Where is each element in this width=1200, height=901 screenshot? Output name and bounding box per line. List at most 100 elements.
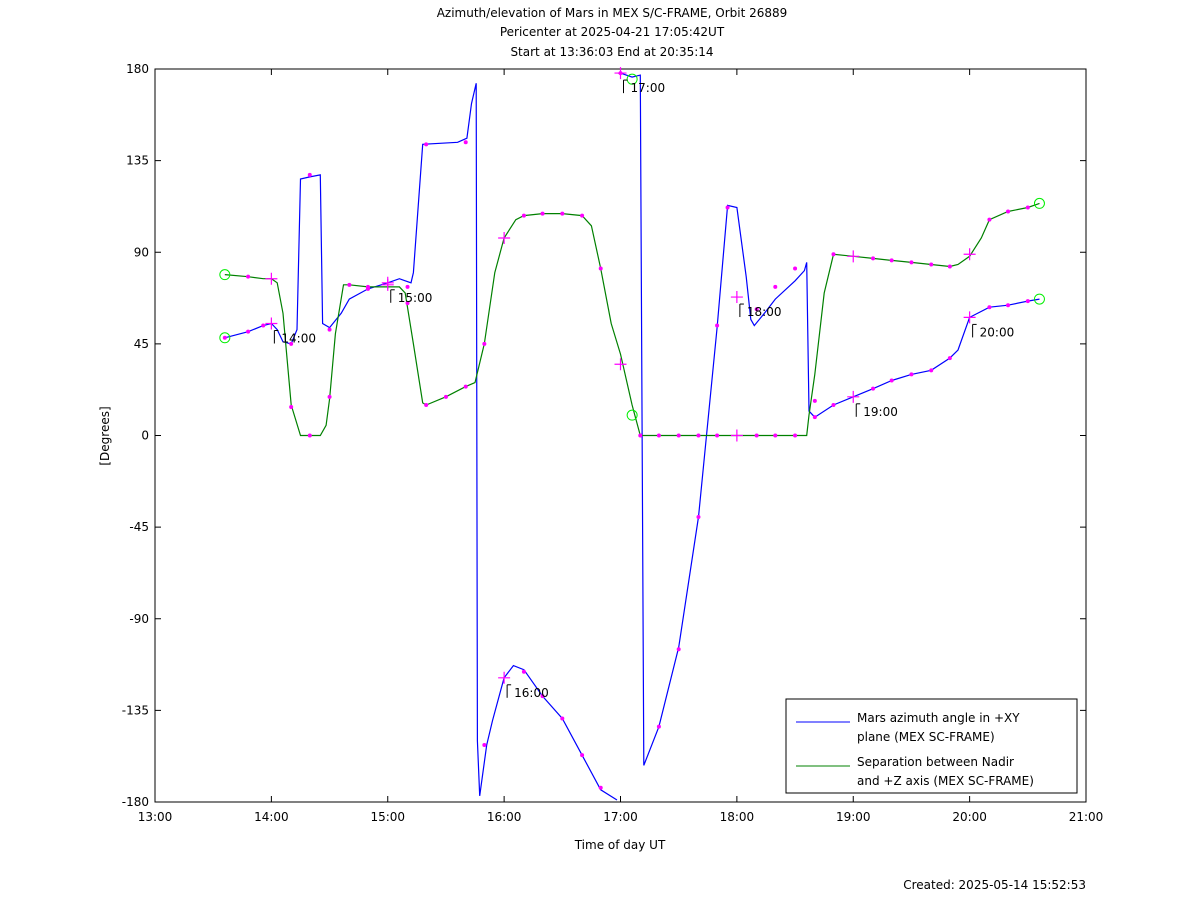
data-point-separation xyxy=(793,433,798,438)
annotation-layer: 14:00 15:00 16:00 17:00 18:00 19:00 20:00 xyxy=(219,73,1045,700)
chart-title-line-1: Azimuth/elevation of Mars in MEX S/C-FRA… xyxy=(437,6,788,20)
x-tick-label: 13:00 xyxy=(138,810,173,824)
data-point-separation xyxy=(889,258,894,263)
data-point-separation xyxy=(831,252,836,257)
y-axis: 180 135 90 45 0 -45 -90 -135 -180 xyxy=(122,62,1086,809)
data-point-azimuth xyxy=(987,305,992,310)
data-point-azimuth xyxy=(793,266,798,271)
data-point-azimuth xyxy=(482,742,487,747)
data-point-separation xyxy=(347,282,352,287)
hour-label: 18:00 xyxy=(747,305,782,319)
hour-marker-separation xyxy=(381,278,394,291)
data-point-azimuth xyxy=(1025,299,1030,304)
data-point-azimuth xyxy=(831,402,836,407)
hour-marker-azimuth xyxy=(963,311,976,324)
data-point-azimuth xyxy=(246,329,251,334)
data-point-separation xyxy=(909,260,914,265)
data-point-separation xyxy=(638,433,643,438)
data-point-separation xyxy=(307,433,312,438)
data-point-separation xyxy=(715,433,720,438)
data-point-separation xyxy=(598,266,603,271)
legend-box xyxy=(785,698,1078,794)
hour-marker-separation xyxy=(265,272,278,285)
endpoint-circle xyxy=(626,409,638,421)
hour-marker-azimuth xyxy=(265,317,278,330)
data-point-azimuth xyxy=(560,716,565,721)
data-point-azimuth xyxy=(725,205,730,210)
hour-label: 14:00 xyxy=(281,332,316,346)
data-point-azimuth xyxy=(463,140,468,145)
data-point-separation xyxy=(1006,209,1011,214)
data-point-separation xyxy=(656,433,661,438)
data-point-separation xyxy=(1025,205,1030,210)
data-point-separation xyxy=(289,404,294,409)
data-point-separation xyxy=(405,301,410,306)
data-point-azimuth xyxy=(812,415,817,420)
data-point-azimuth xyxy=(773,284,778,289)
data-point-separation xyxy=(463,384,468,389)
data-point-azimuth xyxy=(261,323,266,328)
hour-label: 17:00 xyxy=(631,81,666,95)
data-point-azimuth xyxy=(871,386,876,391)
x-tick-label: 21:00 xyxy=(1069,810,1104,824)
data-point-separation xyxy=(580,213,585,218)
series-line-azimuth xyxy=(224,83,618,801)
hour-marker-separation xyxy=(963,248,976,261)
data-point-separation xyxy=(929,262,934,267)
y-tick-label: -135 xyxy=(122,703,149,717)
data-point-azimuth xyxy=(754,307,759,312)
x-tick-label: 20:00 xyxy=(952,810,987,824)
series-line-azimuth xyxy=(618,72,1040,766)
chart-title-line-3: Start at 13:36:03 End at 20:35:14 xyxy=(510,45,713,59)
y-tick-label: -180 xyxy=(122,795,149,809)
hour-label: 15:00 xyxy=(398,291,433,305)
y-tick-label: 180 xyxy=(126,62,149,76)
data-point-separation xyxy=(676,433,681,438)
data-point-azimuth xyxy=(656,724,661,729)
data-point-separation xyxy=(696,433,701,438)
data-point-separation xyxy=(987,217,992,222)
hour-marker-separation xyxy=(614,358,627,371)
data-point-azimuth xyxy=(598,785,603,790)
data-point-azimuth xyxy=(327,327,332,332)
data-point-azimuth xyxy=(909,372,914,377)
x-tick-label: 14:00 xyxy=(254,810,289,824)
data-point-separation xyxy=(754,433,759,438)
hour-marker-separation xyxy=(730,429,743,442)
x-axis-label: Time of day UT xyxy=(574,838,666,852)
hour-marker-azimuth xyxy=(730,291,743,304)
data-point-azimuth xyxy=(929,368,934,373)
endpoint-circle xyxy=(626,73,638,85)
data-point-separation xyxy=(947,264,952,269)
x-axis: 13:00 14:00 15:00 16:00 17:00 18:00 19:00 20:00… xyxy=(138,69,1104,824)
data-point-azimuth xyxy=(696,514,701,519)
chart-title-line-2: Pericenter at 2025-04-21 17:05:42UT xyxy=(500,25,725,39)
data-point-azimuth xyxy=(424,142,429,147)
hour-marker-azimuth xyxy=(614,67,627,80)
data-point-azimuth xyxy=(1006,303,1011,308)
data-point-azimuth xyxy=(676,647,681,652)
y-tick-label: -45 xyxy=(129,520,149,534)
data-point-separation xyxy=(443,394,448,399)
created-timestamp: Created: 2025-05-14 15:52:53 xyxy=(903,878,1086,892)
legend: Mars azimuth angle in +XY plane (MEX SC-… xyxy=(785,698,1078,794)
data-point-separation xyxy=(482,341,487,346)
data-point-azimuth xyxy=(222,335,227,340)
data-point-separation xyxy=(327,394,332,399)
y-tick-label: 135 xyxy=(126,154,149,168)
chart-title: Azimuth/elevation of Mars in MEX S/C-FRA… xyxy=(437,6,788,59)
hour-label: 16:00 xyxy=(514,686,549,700)
hour-label: 19:00 xyxy=(863,405,898,419)
y-tick-label: 90 xyxy=(134,245,149,259)
data-point-separation xyxy=(521,213,526,218)
hour-marker-separation xyxy=(847,250,860,263)
y-axis-label: [Degrees] xyxy=(98,406,112,465)
x-tick-label: 18:00 xyxy=(720,810,755,824)
legend-label-separation-line-1: Separation between Nadir xyxy=(857,755,1014,769)
data-point-azimuth xyxy=(540,694,545,699)
endpoint-circle xyxy=(219,269,231,281)
series-line-separation xyxy=(224,202,1040,437)
y-tick-label: 45 xyxy=(134,337,149,351)
data-point-separation xyxy=(560,211,565,216)
